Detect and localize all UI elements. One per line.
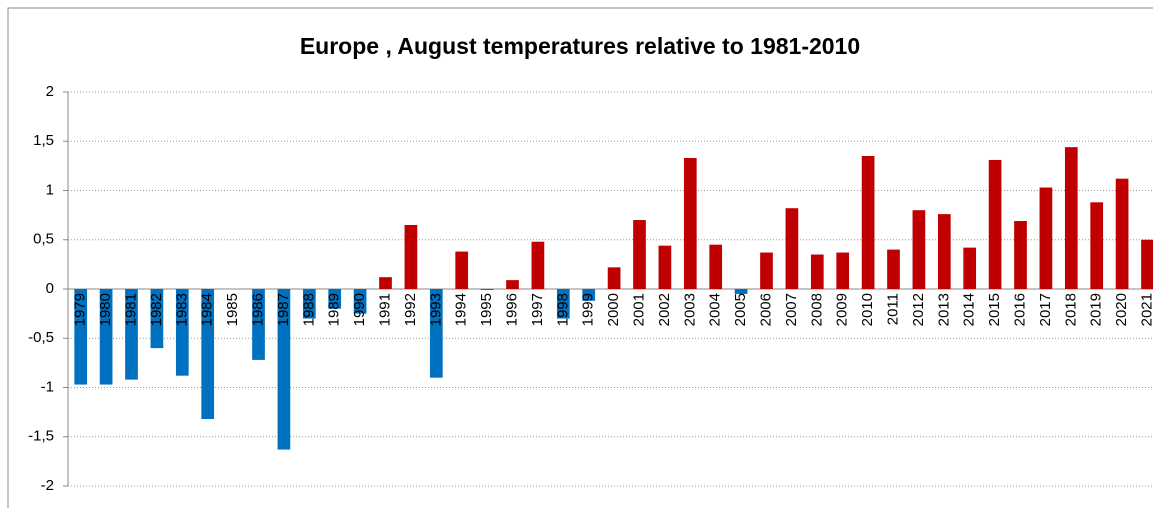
x-tick-label: 2013 <box>935 293 952 326</box>
x-tick-label: 1985 <box>224 293 241 326</box>
x-tick-label: 1992 <box>402 293 419 326</box>
bar <box>379 277 392 289</box>
x-tick-label: 1991 <box>376 293 393 326</box>
x-tick-label: 2019 <box>1088 293 1105 326</box>
bar <box>734 289 748 294</box>
x-tick-label: 1983 <box>173 293 190 326</box>
bar <box>582 289 596 301</box>
bar <box>963 247 977 289</box>
x-tick-label: 2015 <box>986 293 1003 326</box>
x-tick-label: 2007 <box>783 293 800 326</box>
bar <box>556 289 570 319</box>
bar <box>125 289 138 380</box>
x-tick-label: 1998 <box>554 293 571 326</box>
x-tick-label: 1988 <box>300 293 317 326</box>
bar <box>252 289 265 360</box>
x-tick-label: 1981 <box>122 293 139 326</box>
x-tick-label: 2004 <box>707 293 724 326</box>
x-tick-label: 2011 <box>884 293 901 325</box>
bar <box>1141 239 1153 289</box>
bar <box>633 220 646 289</box>
x-tick-label: 2017 <box>1037 293 1054 326</box>
bar <box>201 289 215 420</box>
x-tick-label: 2000 <box>605 293 622 326</box>
x-tick-label: 2012 <box>910 293 927 326</box>
bar <box>277 289 291 450</box>
bar <box>531 241 545 289</box>
x-tick-label: 2010 <box>859 293 876 326</box>
bar <box>455 251 469 289</box>
bar <box>709 244 723 289</box>
x-tick-label: 1986 <box>249 293 266 326</box>
bar <box>1064 147 1078 289</box>
x-tick-label: 1997 <box>529 293 546 326</box>
chart-title: Europe , August temperatures relative to… <box>300 33 860 59</box>
x-tick-label: 1982 <box>148 293 165 326</box>
bar <box>99 289 113 385</box>
x-tick-label: 2009 <box>834 293 851 326</box>
y-tick-label: 2 <box>46 83 54 100</box>
bar <box>912 210 926 289</box>
bar <box>937 214 951 289</box>
x-tick-label: 1980 <box>97 293 114 326</box>
x-tick-label: 1987 <box>275 293 292 326</box>
x-tick-label: 2018 <box>1062 293 1079 326</box>
y-tick-label: -1 <box>41 378 54 395</box>
bar <box>150 289 164 349</box>
y-tick-label: -0,5 <box>28 329 54 346</box>
x-tick-label: 1990 <box>351 293 368 326</box>
y-tick-label: -2 <box>41 477 54 494</box>
x-tick-label: 2008 <box>808 293 825 326</box>
bar <box>1090 202 1104 289</box>
x-tick-label: 1989 <box>326 293 343 326</box>
x-tick-label: 1995 <box>478 293 495 326</box>
y-tick-label: 0,5 <box>33 231 54 248</box>
x-tick-label: 2005 <box>732 293 749 326</box>
bar <box>175 289 189 376</box>
y-tick-label: 1,5 <box>33 132 54 149</box>
bar <box>480 289 494 290</box>
bar <box>74 289 88 385</box>
x-tick-label: 2002 <box>656 293 673 326</box>
x-tick-label: 2006 <box>757 293 774 326</box>
y-tick-label: 0 <box>46 280 54 297</box>
x-tick-label: 1999 <box>580 293 597 326</box>
bar <box>810 254 824 289</box>
bar <box>1039 187 1053 289</box>
bar <box>785 208 799 289</box>
x-tick-label: 1994 <box>453 293 470 326</box>
y-tick-label: 1 <box>46 181 54 198</box>
bar <box>887 249 900 289</box>
bar <box>1014 221 1027 289</box>
bar <box>683 157 697 289</box>
x-tick-label: 1984 <box>199 293 216 326</box>
x-tick-label: 2020 <box>1113 293 1130 326</box>
x-tick-label: 1996 <box>503 293 520 326</box>
bar <box>353 289 367 314</box>
x-tick-label: 2021 <box>1138 293 1153 326</box>
bar <box>658 245 672 289</box>
bar <box>607 267 621 289</box>
x-tick-label: 2014 <box>961 293 978 326</box>
bar <box>836 252 850 289</box>
x-tick-label: 2003 <box>681 293 698 326</box>
x-tick-label: 2016 <box>1011 293 1028 326</box>
x-tick-label: 2001 <box>630 293 647 326</box>
chart-border <box>7 7 1153 508</box>
y-tick-label: -1,5 <box>28 428 54 445</box>
bar <box>506 280 519 289</box>
bar <box>861 156 875 289</box>
bar <box>429 289 443 378</box>
bar <box>302 289 316 319</box>
x-tick-label: 1979 <box>72 293 89 326</box>
bar <box>1115 178 1129 289</box>
bar <box>988 159 1002 289</box>
bar <box>760 252 773 289</box>
x-tick-label: 1993 <box>427 293 444 326</box>
bar <box>328 289 342 309</box>
bar <box>404 224 418 289</box>
